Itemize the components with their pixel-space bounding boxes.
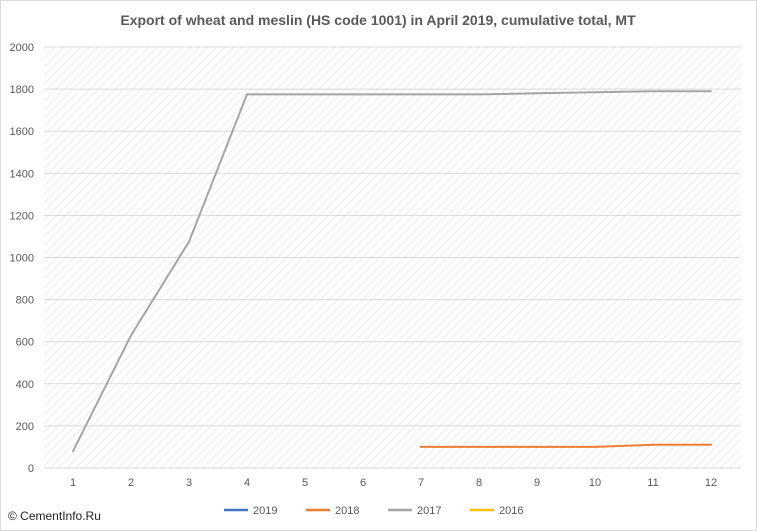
y-tick-label: 2000 xyxy=(10,42,34,54)
x-tick-label: 2 xyxy=(128,477,134,489)
x-tick-label: 9 xyxy=(534,477,540,489)
x-tick-label: 12 xyxy=(705,477,717,489)
chart-title: Export of wheat and meslin (HS code 1001… xyxy=(120,12,636,28)
watermark: © CementInfo.Ru xyxy=(8,509,101,523)
y-tick-label: 600 xyxy=(16,337,34,349)
y-tick-label: 1800 xyxy=(10,84,34,96)
x-tick-label: 1 xyxy=(70,477,76,489)
legend-label: 2018 xyxy=(335,505,359,517)
y-tick-label: 400 xyxy=(16,379,34,391)
legend-label: 2016 xyxy=(499,505,523,517)
legend-label: 2019 xyxy=(253,505,277,517)
series-line-2017 xyxy=(72,90,712,453)
legend: 2019 2018 2017 2016 xyxy=(224,505,523,517)
x-tick-label: 6 xyxy=(360,477,366,489)
x-axis-ticks: 1 2 3 4 5 6 7 8 9 10 11 12 xyxy=(70,477,717,489)
x-tick-label: 4 xyxy=(244,477,250,489)
x-tick-label: 11 xyxy=(647,477,658,489)
x-tick-label: 8 xyxy=(476,477,482,489)
y-tick-label: 1400 xyxy=(10,168,34,180)
legend-label: 2017 xyxy=(417,505,441,517)
y-tick-label: 200 xyxy=(16,421,34,433)
gridlines xyxy=(44,46,741,469)
x-tick-label: 5 xyxy=(302,477,308,489)
series-line-2018 xyxy=(420,443,712,448)
series-lines xyxy=(72,90,712,453)
x-tick-label: 10 xyxy=(589,477,601,489)
y-tick-label: 1600 xyxy=(10,126,34,138)
x-tick-label: 3 xyxy=(186,477,192,489)
y-tick-label: 1200 xyxy=(10,210,34,222)
x-tick-label: 7 xyxy=(418,477,424,489)
y-tick-label: 0 xyxy=(28,463,34,475)
y-tick-label: 1000 xyxy=(10,253,34,265)
y-tick-label: 800 xyxy=(16,295,34,307)
y-axis-ticks: 0 200 400 600 800 1000 1200 1400 1600 1800 2000 xyxy=(10,42,34,475)
